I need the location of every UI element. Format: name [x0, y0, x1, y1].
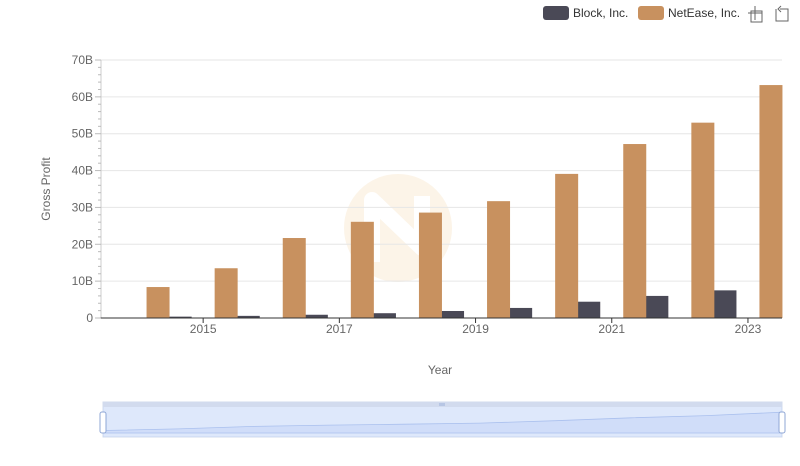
y-tick-label: 20B — [72, 237, 93, 251]
bar-netease-2014[interactable] — [146, 287, 170, 318]
bar-block-2019[interactable] — [441, 310, 465, 318]
bar-block-2016[interactable] — [236, 315, 260, 318]
data-zoom-handle-right[interactable] — [778, 411, 786, 434]
bar-netease-2021[interactable] — [623, 144, 647, 318]
bar-block-2015[interactable] — [168, 316, 192, 318]
x-axis-title: Year — [428, 363, 452, 377]
legend-label-block: Block, Inc. — [573, 6, 628, 20]
bar-block-2022[interactable] — [645, 295, 669, 318]
y-tick-label: 70B — [72, 53, 93, 67]
x-axis: 2015 2017 2019 2021 2023 — [101, 317, 782, 336]
x-tick-label: 2023 — [735, 322, 762, 336]
zoom-icon[interactable] — [748, 6, 763, 23]
y-axis-title: Gross Profit — [39, 157, 53, 221]
legend-swatch-block — [543, 6, 569, 20]
bar-block-2017[interactable] — [304, 314, 328, 318]
bar-block-2021[interactable] — [577, 301, 601, 318]
bar-netease-2020[interactable] — [555, 173, 579, 318]
bar-netease-2019[interactable] — [487, 201, 511, 318]
legend-item-netease[interactable]: NetEase, Inc. — [638, 6, 740, 20]
y-tick-label: 30B — [72, 200, 93, 214]
bar-netease-2018[interactable] — [418, 212, 442, 318]
bars — [100, 85, 783, 319]
data-zoom-grip-icon[interactable] — [439, 403, 445, 406]
bar-block-2023[interactable] — [713, 290, 737, 318]
x-tick-label: 2017 — [326, 322, 353, 336]
legend-label-netease: NetEase, Inc. — [668, 6, 740, 20]
bar-block-2018[interactable] — [372, 313, 396, 318]
data-zoom-top-bar[interactable] — [103, 402, 782, 407]
y-tick-label: 40B — [72, 164, 93, 178]
legend-item-block[interactable]: Block, Inc. — [543, 6, 628, 20]
y-tick-label: 10B — [72, 274, 93, 288]
y-tick-label: 50B — [72, 127, 93, 141]
bar-netease-2016[interactable] — [282, 238, 306, 318]
x-tick-label: 2015 — [190, 322, 217, 336]
bar-netease-2015[interactable] — [214, 268, 238, 318]
y-tick-label: 0 — [86, 311, 93, 325]
legend-swatch-netease — [638, 6, 664, 20]
y-tick-label: 60B — [72, 90, 93, 104]
y-axis: 0 10B 20B 30B 40B 50B 60B 70B — [72, 53, 102, 325]
data-zoom-handle-left[interactable] — [99, 411, 107, 434]
x-tick-label: 2019 — [462, 322, 489, 336]
bar-netease-2022[interactable] — [691, 122, 715, 319]
legend: Block, Inc. NetEase, Inc. — [543, 6, 740, 20]
reset-zoom-icon[interactable] — [775, 5, 789, 22]
x-tick-label: 2021 — [598, 322, 625, 336]
bar-block-2020[interactable] — [509, 307, 533, 318]
bar-netease-2023[interactable] — [759, 85, 783, 318]
bar-netease-2017[interactable] — [350, 221, 374, 318]
data-zoom-slider[interactable] — [99, 401, 786, 438]
